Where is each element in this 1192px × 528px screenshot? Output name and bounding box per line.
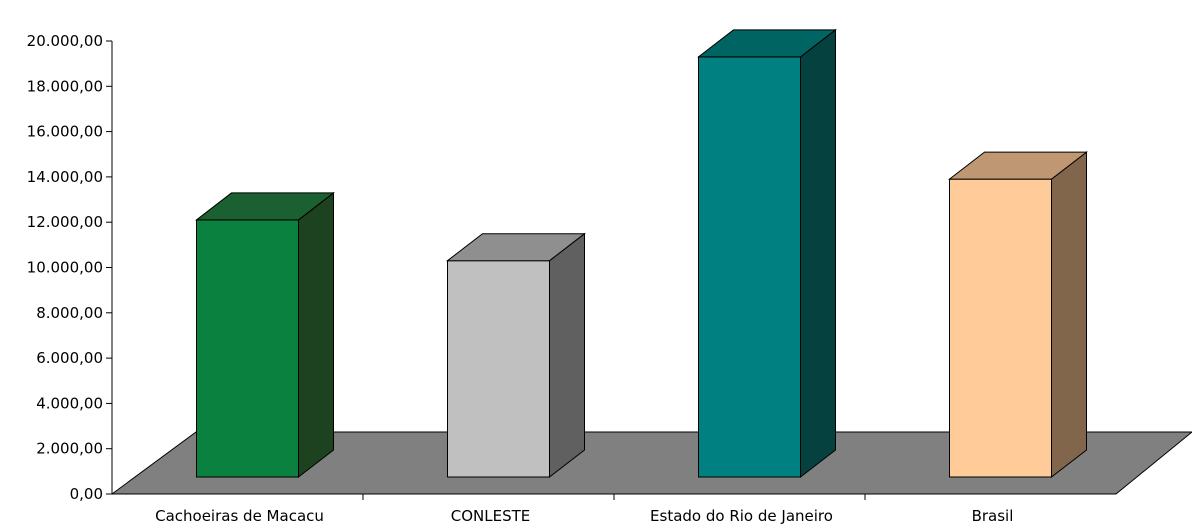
y-tick-label: 2.000,00 [36, 440, 103, 458]
y-tick-label: 20.000,00 [27, 32, 103, 50]
bar-front-face [447, 260, 550, 478]
chart-floor [110, 431, 1192, 495]
y-tick-label: 12.000,00 [27, 213, 103, 231]
category-label: Brasil [972, 507, 1014, 525]
y-tick-label: 0,00 [70, 485, 103, 503]
bar-3 [697, 28, 837, 479]
y-tick-label: 4.000,00 [36, 394, 103, 412]
bar-front-face [698, 56, 801, 478]
y-tick-label: 16.000,00 [27, 123, 103, 141]
y-tick-label: 18.000,00 [27, 77, 103, 95]
x-axis-ticks [362, 494, 866, 500]
y-tick-label: 14.000,00 [27, 168, 103, 186]
bar-side-face [298, 191, 334, 479]
y-axis-ticks: 0,00 2.000,00 4.000,00 6.000,00 8.000,00 10.0… [27, 32, 112, 503]
bar-4 [948, 151, 1088, 479]
bar-side-face [549, 232, 585, 479]
bars-group [195, 28, 1088, 479]
bar-side-face [1051, 151, 1087, 479]
category-label: CONLESTE [451, 507, 531, 525]
bar-top-face [948, 151, 1088, 180]
bar-top-face [195, 192, 335, 221]
bar-front-face [196, 219, 299, 478]
bar-top-face [697, 29, 837, 58]
y-tick-label: 10.000,00 [27, 259, 103, 277]
bar-top-face [446, 233, 586, 262]
category-label: Cachoeiras de Macacu [155, 507, 324, 525]
bar-side-face [800, 28, 836, 479]
bar-1 [195, 191, 335, 479]
category-label: Estado do Rio de Janeiro [650, 507, 833, 525]
category-labels: Cachoeiras de Macacu CONLESTE Estado do Ri… [155, 507, 1013, 525]
bar-2 [446, 232, 586, 479]
y-tick-label: 6.000,00 [36, 349, 103, 367]
bar-front-face [949, 178, 1052, 478]
y-tick-label: 8.000,00 [36, 304, 103, 322]
